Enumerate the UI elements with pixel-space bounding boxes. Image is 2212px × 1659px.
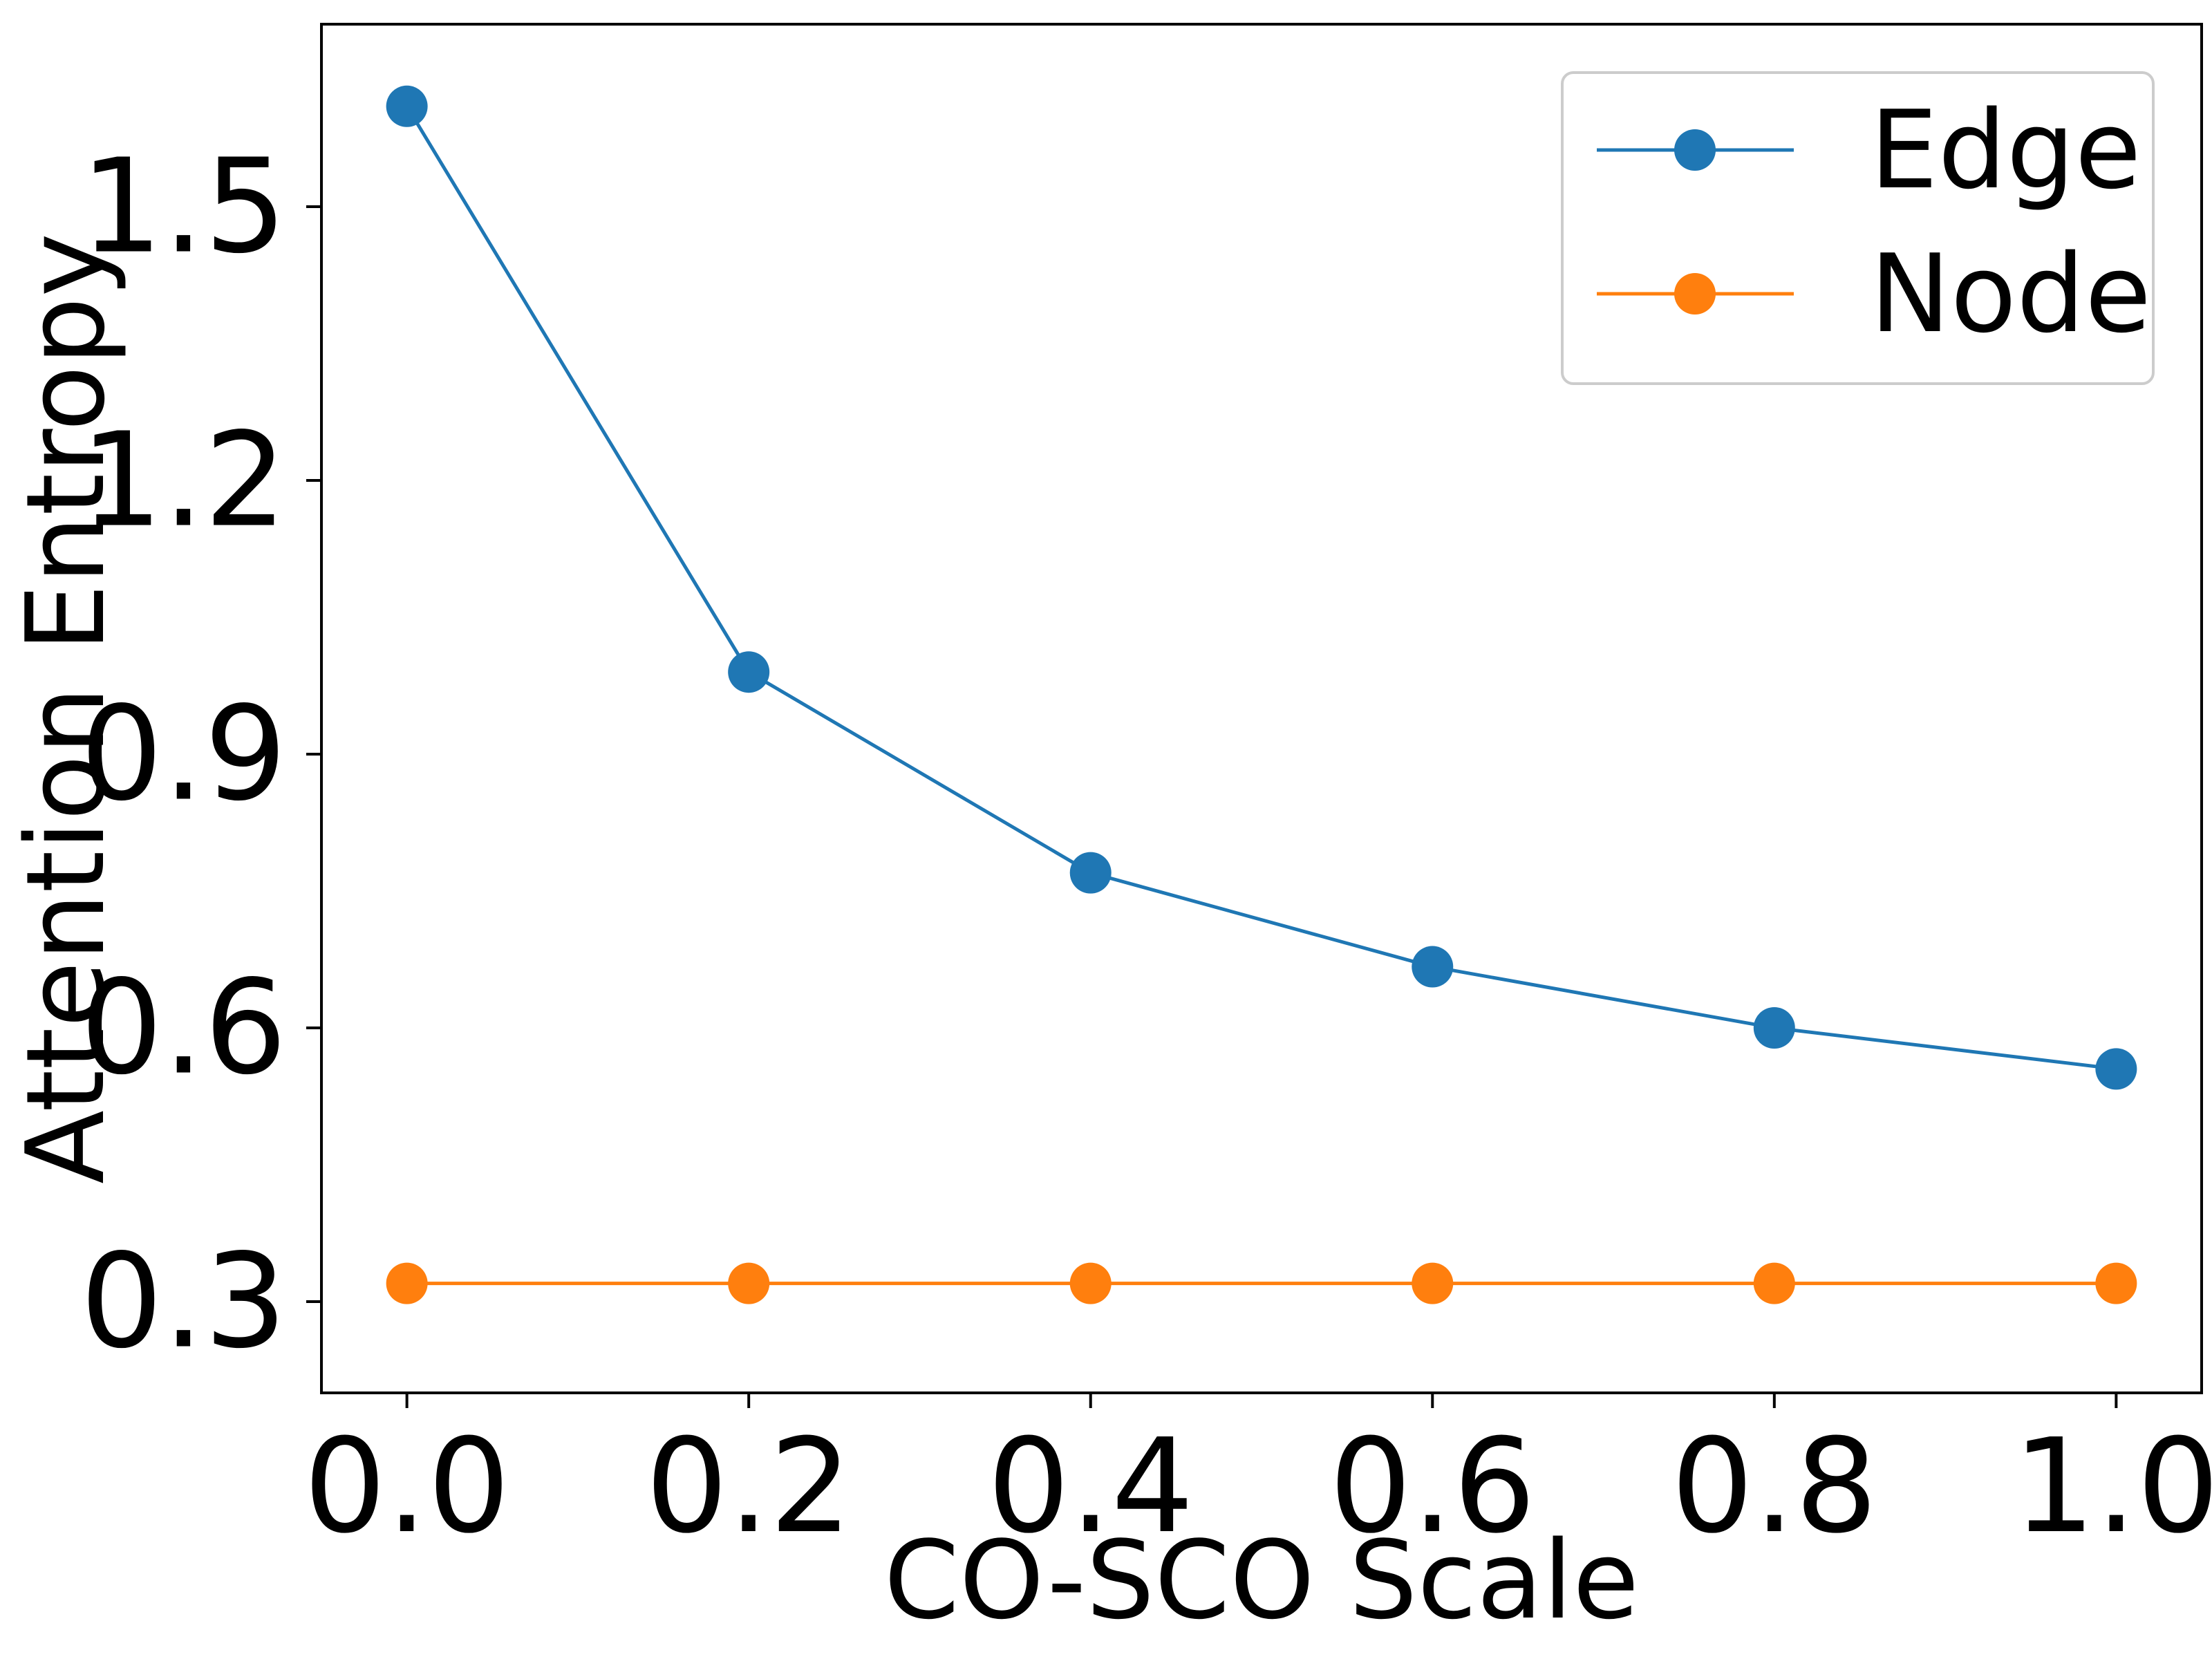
x-axis-label: CO-SCO Scale [884,1517,1639,1643]
plot-area-frame [320,23,2203,1394]
ticks-layer: 0.0 0.2 0.4 0.6 0.8 1.0 0.3 0.6 0.9 1.2 1.5 [80,131,2212,1563]
data-point-edge [386,85,428,127]
series-layer [386,85,2137,1304]
x-tick-label: 0.2 [646,1411,852,1562]
series-edge [386,85,2137,1090]
legend-entry-edge: Edge [1597,87,2141,213]
x-tick-label: 0.8 [1671,1411,1877,1562]
data-point-node [1412,1262,1454,1304]
x-tick-label: 0.6 [1329,1411,1536,1562]
series-node [386,1262,2137,1304]
data-point-node [1069,1262,1112,1304]
x-tick-label: 0.4 [987,1411,1194,1562]
y-tick-label: 1.2 [80,405,287,556]
legend-marker-node [1674,273,1716,315]
y-tick-label: 0.9 [80,679,287,830]
x-tick-label: 0.0 [303,1411,510,1562]
data-point-node [1753,1262,1795,1304]
legend-entries: Edge Node [1597,87,2151,357]
data-point-edge [1753,1007,1795,1049]
legend-marker-edge [1674,129,1716,171]
data-point-edge [2095,1048,2137,1090]
data-point-edge [1069,852,1112,894]
data-point-node [386,1262,428,1304]
y-tick-label: 0.3 [80,1226,287,1378]
data-point-node [2095,1262,2137,1304]
data-point-edge [728,651,770,693]
legend-label-edge: Edge [1870,87,2141,213]
data-point-node [728,1262,770,1304]
y-tick-label: 0.6 [80,953,287,1104]
y-axis-label: Attention Entropy [3,233,129,1184]
legend-label-node: Node [1870,231,2151,357]
y-tick-label: 1.5 [80,131,287,283]
data-point-edge [1412,946,1454,988]
series-line-edge [405,105,2117,1071]
legend-entry-node: Node [1597,231,2151,357]
x-tick-label: 1.0 [2013,1411,2212,1562]
legend: Edge Node [1561,71,2155,385]
